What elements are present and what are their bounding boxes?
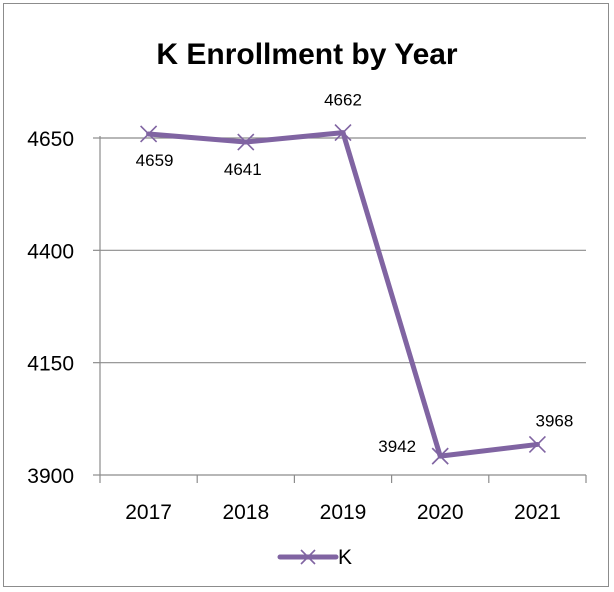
data-label-2021: 3968 [535,411,573,430]
gridlines [100,137,586,364]
series-markers [140,124,546,465]
y-axis-ticks: 3900 4150 4400 4650 [27,128,100,488]
data-label-2018: 4641 [224,160,262,179]
chart-title: K Enrollment by Year [156,38,458,71]
y-tick-label-4400: 4400 [27,240,74,263]
marker-2018 [237,133,255,151]
marker-2019 [334,124,352,142]
marker-2020 [431,447,449,465]
x-tick-label-2019: 2019 [320,501,367,524]
legend: K [277,546,352,569]
y-tick-label-4650: 4650 [27,128,74,151]
axes [99,136,586,476]
legend-label-k: K [338,546,352,569]
data-labels: 4659 4641 4662 3942 3968 [136,91,574,457]
data-label-2019: 4662 [324,91,362,110]
x-tick-label-2017: 2017 [125,501,172,524]
x-tick-label-2021: 2021 [514,501,561,524]
legend-marker-k [300,549,316,565]
x-axis-ticks: 2017 2018 2019 2020 2021 [99,475,587,524]
chart-frame [3,3,609,587]
x-tick-label-2020: 2020 [417,501,464,524]
y-tick-label-4150: 4150 [27,353,74,376]
data-label-2017: 4659 [136,151,174,170]
x-tick-label-2018: 2018 [222,501,269,524]
marker-2021 [528,435,546,454]
series-k [146,130,540,459]
series-line-k [146,130,540,459]
y-tick-label-3900: 3900 [27,465,74,488]
data-label-2020: 3942 [378,437,416,456]
marker-2017 [140,125,158,143]
